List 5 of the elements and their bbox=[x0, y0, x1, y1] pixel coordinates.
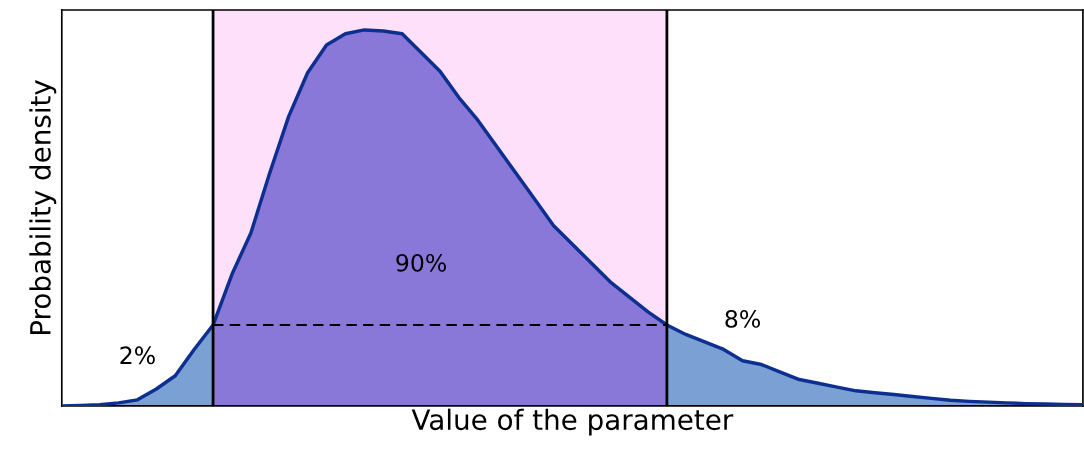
annotation: 90% bbox=[396, 253, 447, 272]
annotation: 2% bbox=[120, 346, 155, 365]
x-axis-title: Value of the parameter bbox=[411, 408, 734, 436]
y-axis-title: Probability density bbox=[29, 80, 57, 334]
annotation: 8% bbox=[725, 309, 760, 328]
